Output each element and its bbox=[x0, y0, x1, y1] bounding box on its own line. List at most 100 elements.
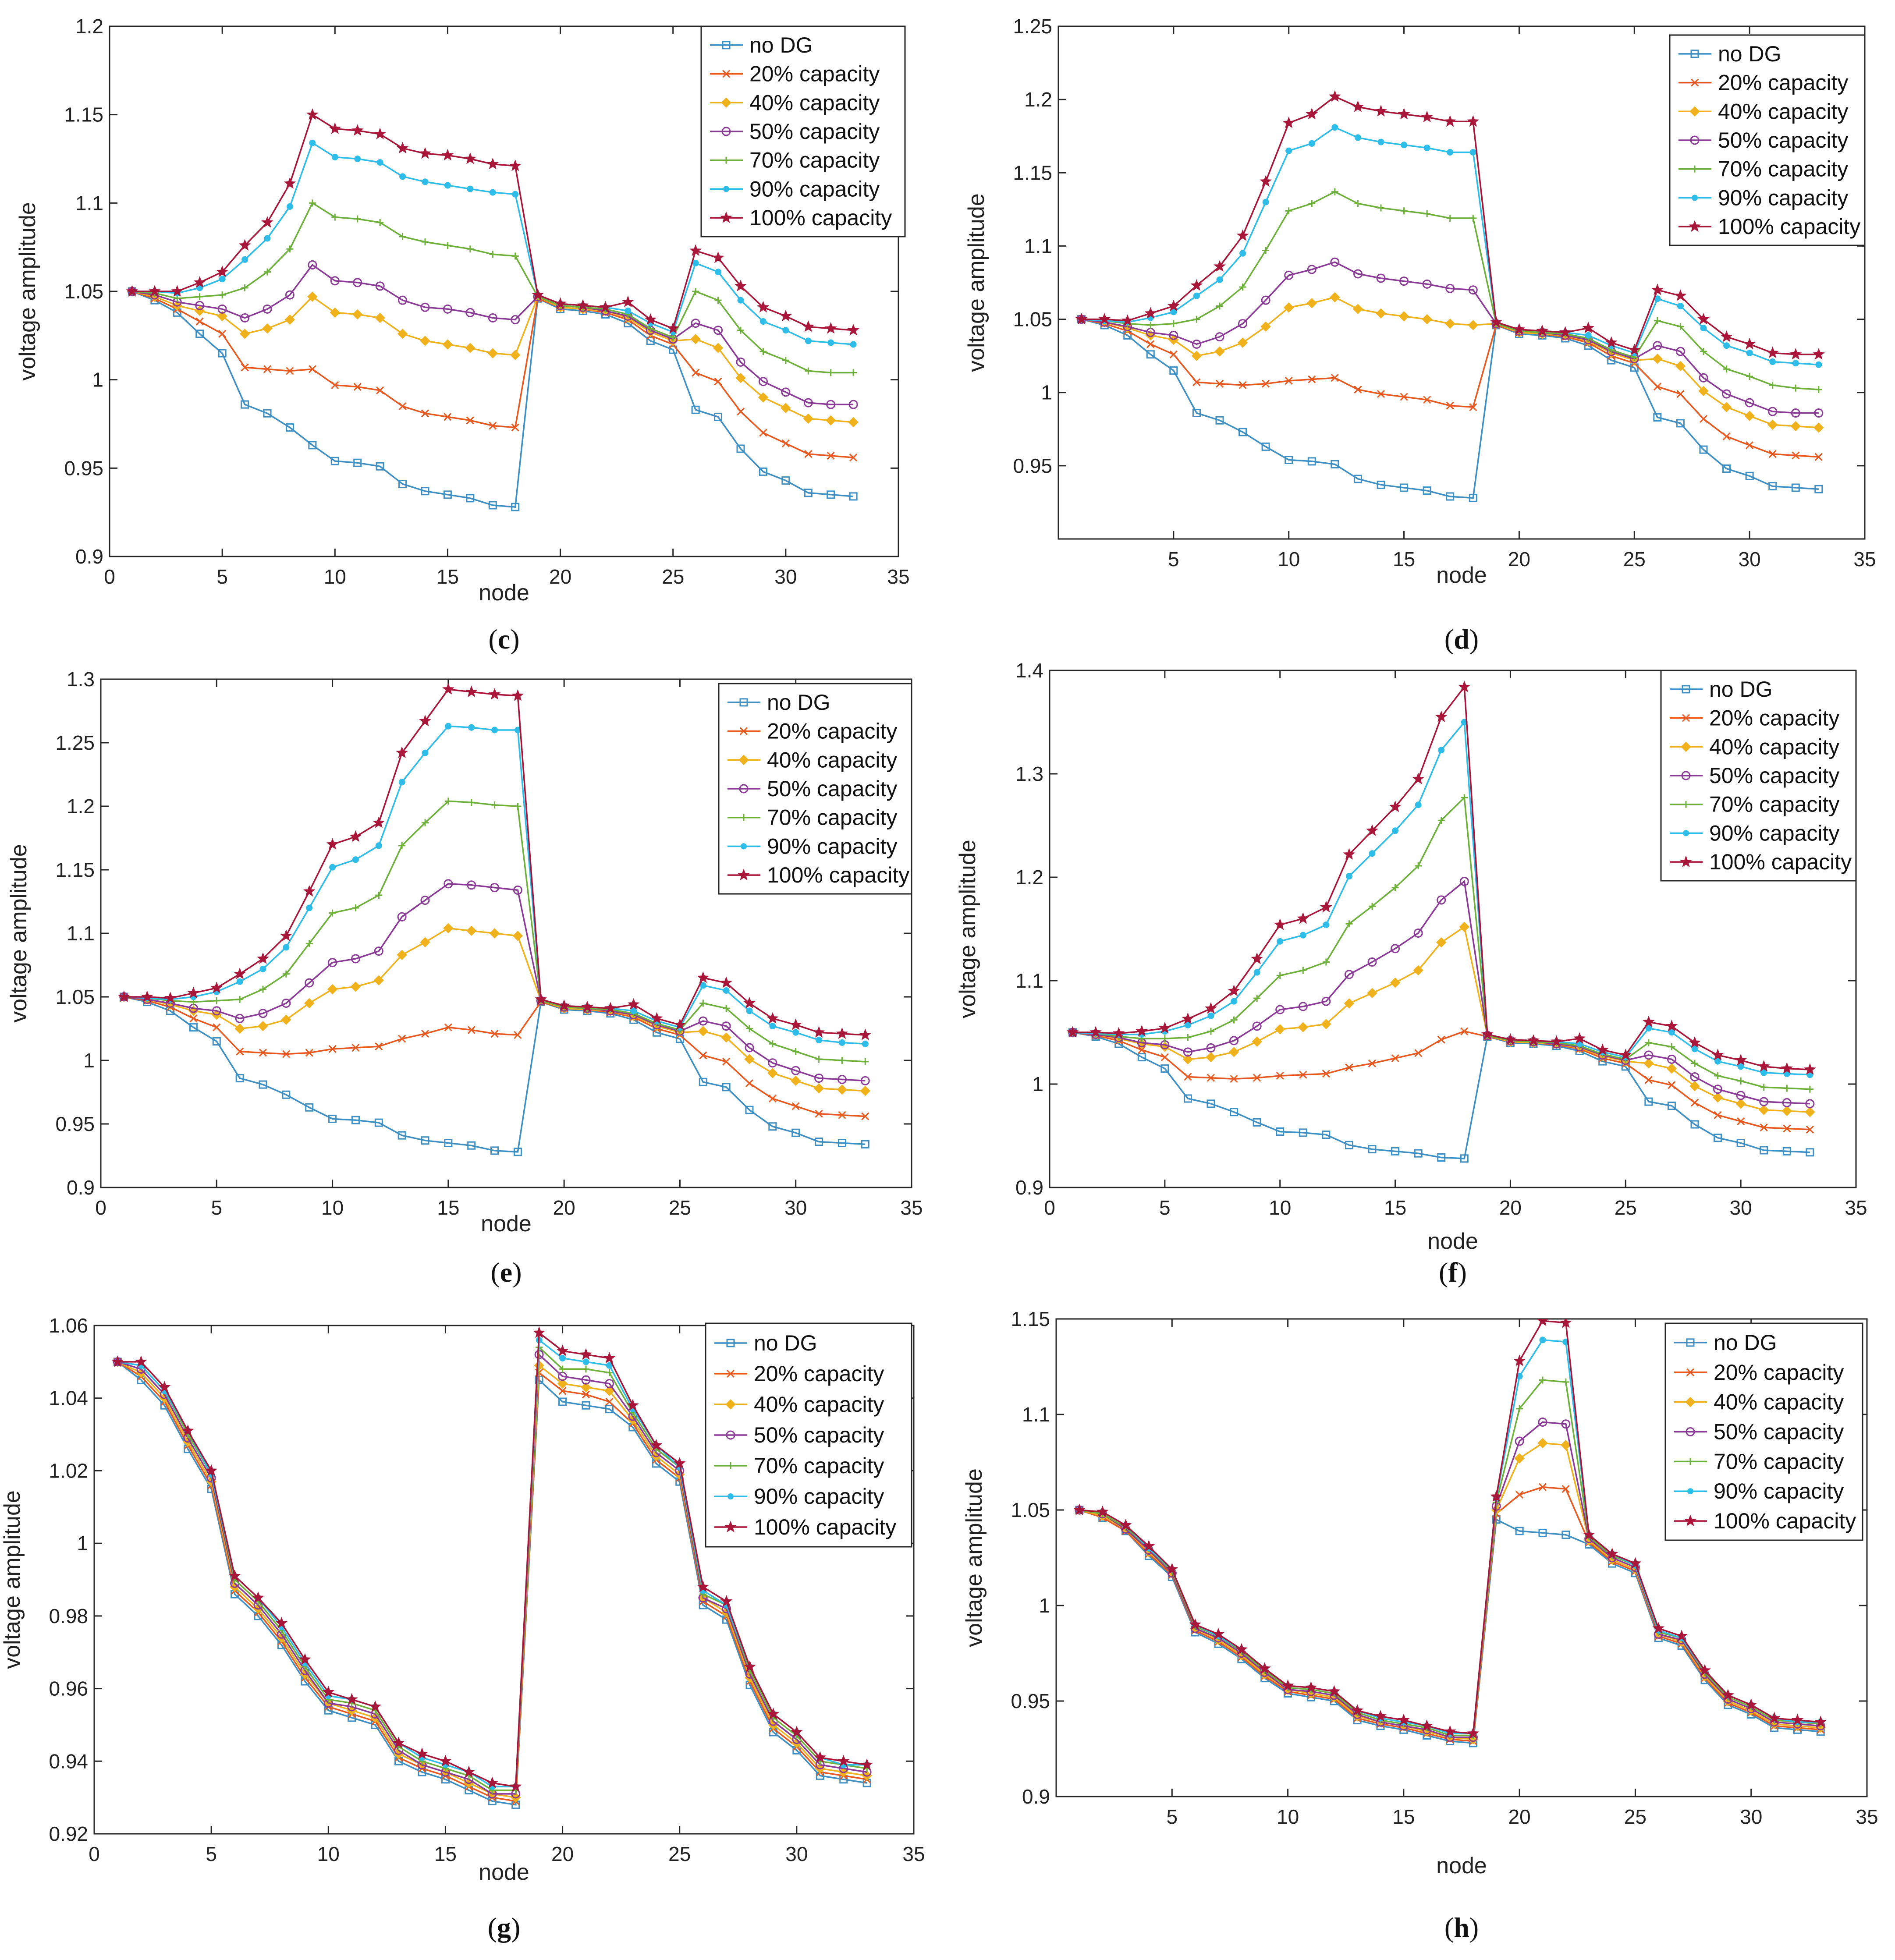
data-point bbox=[556, 1344, 569, 1356]
data-point bbox=[399, 173, 406, 180]
data-point bbox=[1746, 349, 1753, 356]
data-point bbox=[791, 1066, 801, 1075]
y-tick-label: 1.05 bbox=[1013, 308, 1052, 331]
x-tick-label: 25 bbox=[1624, 1805, 1647, 1828]
data-point bbox=[1330, 292, 1340, 303]
y-tick-label: 1.15 bbox=[1011, 1308, 1050, 1330]
data-point bbox=[1169, 330, 1178, 340]
data-point bbox=[1768, 482, 1777, 491]
data-point bbox=[769, 1040, 776, 1048]
series-group bbox=[1075, 90, 1825, 502]
data-point bbox=[1275, 1005, 1285, 1014]
data-point bbox=[1814, 453, 1823, 461]
data-point bbox=[1119, 1519, 1132, 1531]
data-point bbox=[374, 946, 383, 956]
y-tick-label: 1.1 bbox=[1024, 234, 1052, 257]
data-point bbox=[212, 1006, 221, 1016]
data-point bbox=[216, 265, 229, 277]
data-point bbox=[445, 723, 452, 730]
data-point bbox=[1239, 250, 1246, 257]
data-point bbox=[397, 329, 408, 339]
data-point bbox=[1815, 386, 1822, 393]
data-point bbox=[1691, 1060, 1698, 1067]
legend-entry: 40% capacity bbox=[1714, 1390, 1844, 1414]
data-point bbox=[1668, 1029, 1675, 1036]
data-point bbox=[580, 1348, 592, 1360]
legend-marker bbox=[726, 1339, 735, 1347]
data-point bbox=[1714, 1072, 1721, 1080]
data-point bbox=[1469, 493, 1477, 502]
y-tick-label: 1.25 bbox=[55, 731, 95, 754]
data-point bbox=[350, 982, 361, 992]
data-point bbox=[252, 1591, 264, 1603]
data-point bbox=[1214, 260, 1226, 272]
data-point bbox=[376, 219, 384, 226]
data-point bbox=[488, 313, 497, 323]
data-point bbox=[722, 1083, 731, 1092]
data-point bbox=[1354, 385, 1362, 394]
legend-entry: 50% capacity bbox=[1714, 1420, 1844, 1444]
data-point bbox=[1415, 801, 1422, 808]
data-point bbox=[1699, 373, 1708, 383]
data-point bbox=[305, 1049, 313, 1057]
data-point bbox=[535, 993, 547, 1005]
data-point bbox=[1169, 350, 1178, 358]
data-point bbox=[1746, 372, 1753, 380]
panel-letter: d bbox=[1454, 624, 1469, 655]
legend-entry: 100% capacity bbox=[1718, 214, 1860, 239]
data-point bbox=[1803, 1063, 1816, 1075]
legend-entry: 100% capacity bbox=[754, 1515, 896, 1539]
data-point bbox=[1515, 1436, 1524, 1446]
x-tick-label: 35 bbox=[902, 1843, 925, 1865]
legend-marker bbox=[740, 814, 747, 821]
legend-marker bbox=[1687, 1458, 1694, 1465]
data-point bbox=[421, 1136, 429, 1145]
data-point bbox=[859, 1028, 872, 1040]
data-point bbox=[1230, 1108, 1238, 1116]
data-point bbox=[826, 400, 836, 409]
data-point bbox=[218, 330, 227, 338]
data-point bbox=[1376, 273, 1386, 283]
legend-entry: 40% capacity bbox=[767, 748, 897, 772]
data-point bbox=[1791, 483, 1800, 492]
y-tick-label: 1.02 bbox=[49, 1459, 88, 1482]
data-point bbox=[1307, 457, 1316, 466]
data-point bbox=[1322, 1131, 1331, 1139]
data-point bbox=[1274, 1024, 1285, 1035]
y-tick-label: 0.94 bbox=[49, 1750, 88, 1772]
data-point bbox=[236, 996, 244, 1003]
data-point bbox=[804, 450, 813, 458]
data-point bbox=[353, 383, 362, 391]
legend: no DG 20% capacity 40% capacity 50% capacit… bbox=[700, 25, 906, 237]
data-point bbox=[1258, 1662, 1271, 1674]
data-point bbox=[486, 1776, 499, 1788]
data-point bbox=[1722, 464, 1731, 473]
data-point bbox=[218, 349, 227, 358]
data-point bbox=[1768, 407, 1778, 416]
data-point bbox=[735, 372, 746, 383]
legend-entry: no DG bbox=[767, 690, 830, 715]
data-point bbox=[1666, 1063, 1677, 1074]
data-point bbox=[723, 1005, 730, 1012]
data-point bbox=[1559, 1319, 1572, 1328]
data-point bbox=[304, 998, 315, 1009]
x-tick-label: 20 bbox=[1508, 1805, 1531, 1828]
data-point bbox=[1690, 1099, 1699, 1107]
data-point bbox=[1182, 1012, 1194, 1024]
data-point bbox=[421, 487, 429, 496]
data-point bbox=[1299, 1128, 1307, 1137]
data-point bbox=[691, 405, 700, 414]
legend-marker bbox=[739, 784, 749, 794]
data-point bbox=[1782, 1098, 1792, 1107]
y-tick-label: 1.06 bbox=[49, 1314, 88, 1337]
data-point bbox=[422, 238, 429, 246]
data-point bbox=[486, 157, 499, 170]
x-tick-label: 5 bbox=[1159, 1196, 1171, 1219]
x-tick-label: 10 bbox=[1278, 548, 1300, 571]
data-point bbox=[1759, 1097, 1769, 1106]
data-point bbox=[1238, 381, 1247, 390]
data-point bbox=[235, 1074, 244, 1083]
data-point bbox=[692, 288, 699, 295]
data-point bbox=[1469, 149, 1476, 156]
data-point bbox=[305, 978, 314, 988]
